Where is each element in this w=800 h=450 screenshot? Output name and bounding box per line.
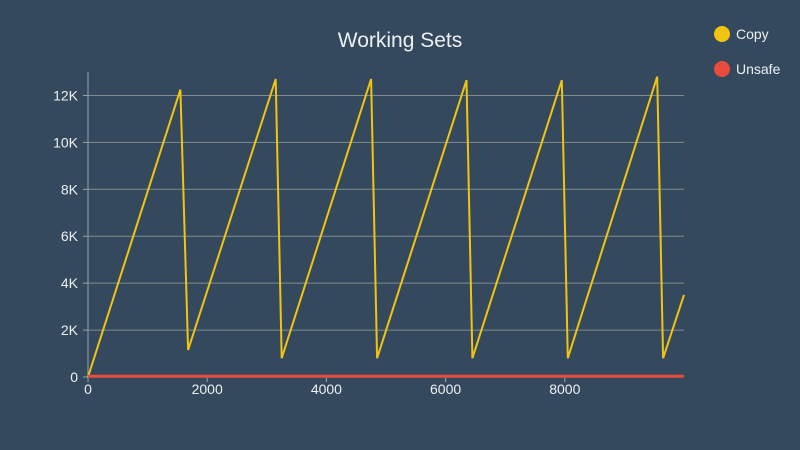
legend-label: Unsafe: [736, 61, 781, 77]
chart-title: Working Sets: [338, 29, 463, 52]
y-tick-label: 2K: [61, 322, 79, 338]
legend-item-copy[interactable]: Copy: [714, 26, 769, 42]
y-tick-label: 0: [70, 369, 78, 385]
y-tick-label: 10K: [53, 134, 79, 150]
y-tick-label: 4K: [61, 275, 79, 291]
legend-swatch: [714, 61, 730, 77]
series-line-copy: [87, 76, 685, 378]
legend-item-unsafe[interactable]: Unsafe: [714, 61, 781, 77]
x-tick-label: 4000: [311, 381, 342, 397]
series-layer: [87, 76, 685, 378]
y-tick-label: 8K: [61, 181, 79, 197]
y-tick-label: 6K: [61, 228, 79, 244]
grid-layer: [88, 94, 684, 331]
x-tick-label: 6000: [430, 381, 461, 397]
y-tick-label: 12K: [53, 87, 79, 103]
x-tick-label: 0: [84, 381, 92, 397]
legend-label: Copy: [736, 26, 769, 42]
axis-layer: 0 2K 4K 6K 8K 10K 12K 0 2000 4000 6000 8000: [53, 72, 581, 397]
legend[interactable]: Copy Unsafe: [714, 26, 781, 77]
x-tick-label: 8000: [549, 381, 580, 397]
x-tick-label: 2000: [192, 381, 223, 397]
legend-swatch: [714, 26, 730, 42]
